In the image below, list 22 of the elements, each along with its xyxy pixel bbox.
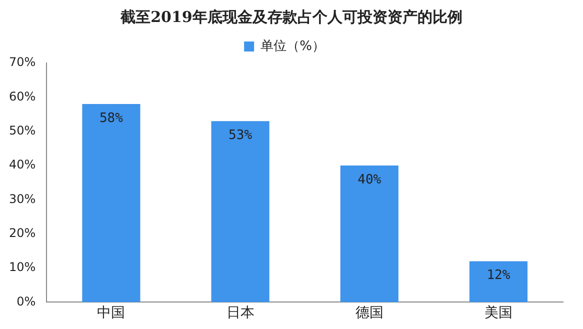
data-label: 40% (358, 172, 382, 188)
y-tick-label: 20% (9, 226, 36, 240)
x-tick-label: 德国 (355, 305, 384, 322)
y-tick-label: 50% (9, 123, 36, 138)
y-tick-label: 60% (9, 89, 36, 104)
y-tick-label: 0% (16, 294, 36, 308)
y-tick-label: 30% (9, 192, 36, 206)
y-tick-label: 70% (9, 55, 36, 70)
y-tick-label: 40% (9, 158, 36, 172)
x-tick-label: 日本 (226, 305, 254, 322)
legend-label: 单位（%） (260, 38, 325, 54)
bar (340, 166, 398, 302)
bar (469, 261, 528, 302)
data-label: 12% (486, 268, 510, 284)
data-label: 58% (99, 110, 124, 126)
data-label: 53% (228, 128, 252, 143)
x-tick-label: 中国 (97, 305, 126, 322)
bar (82, 104, 140, 302)
x-tick-label: 美国 (484, 305, 512, 322)
y-tick-label: 10% (9, 260, 36, 274)
chart-title: 截至2019年底现金及存款占个人可投资资产的比例 (119, 8, 464, 28)
bar (211, 121, 270, 302)
